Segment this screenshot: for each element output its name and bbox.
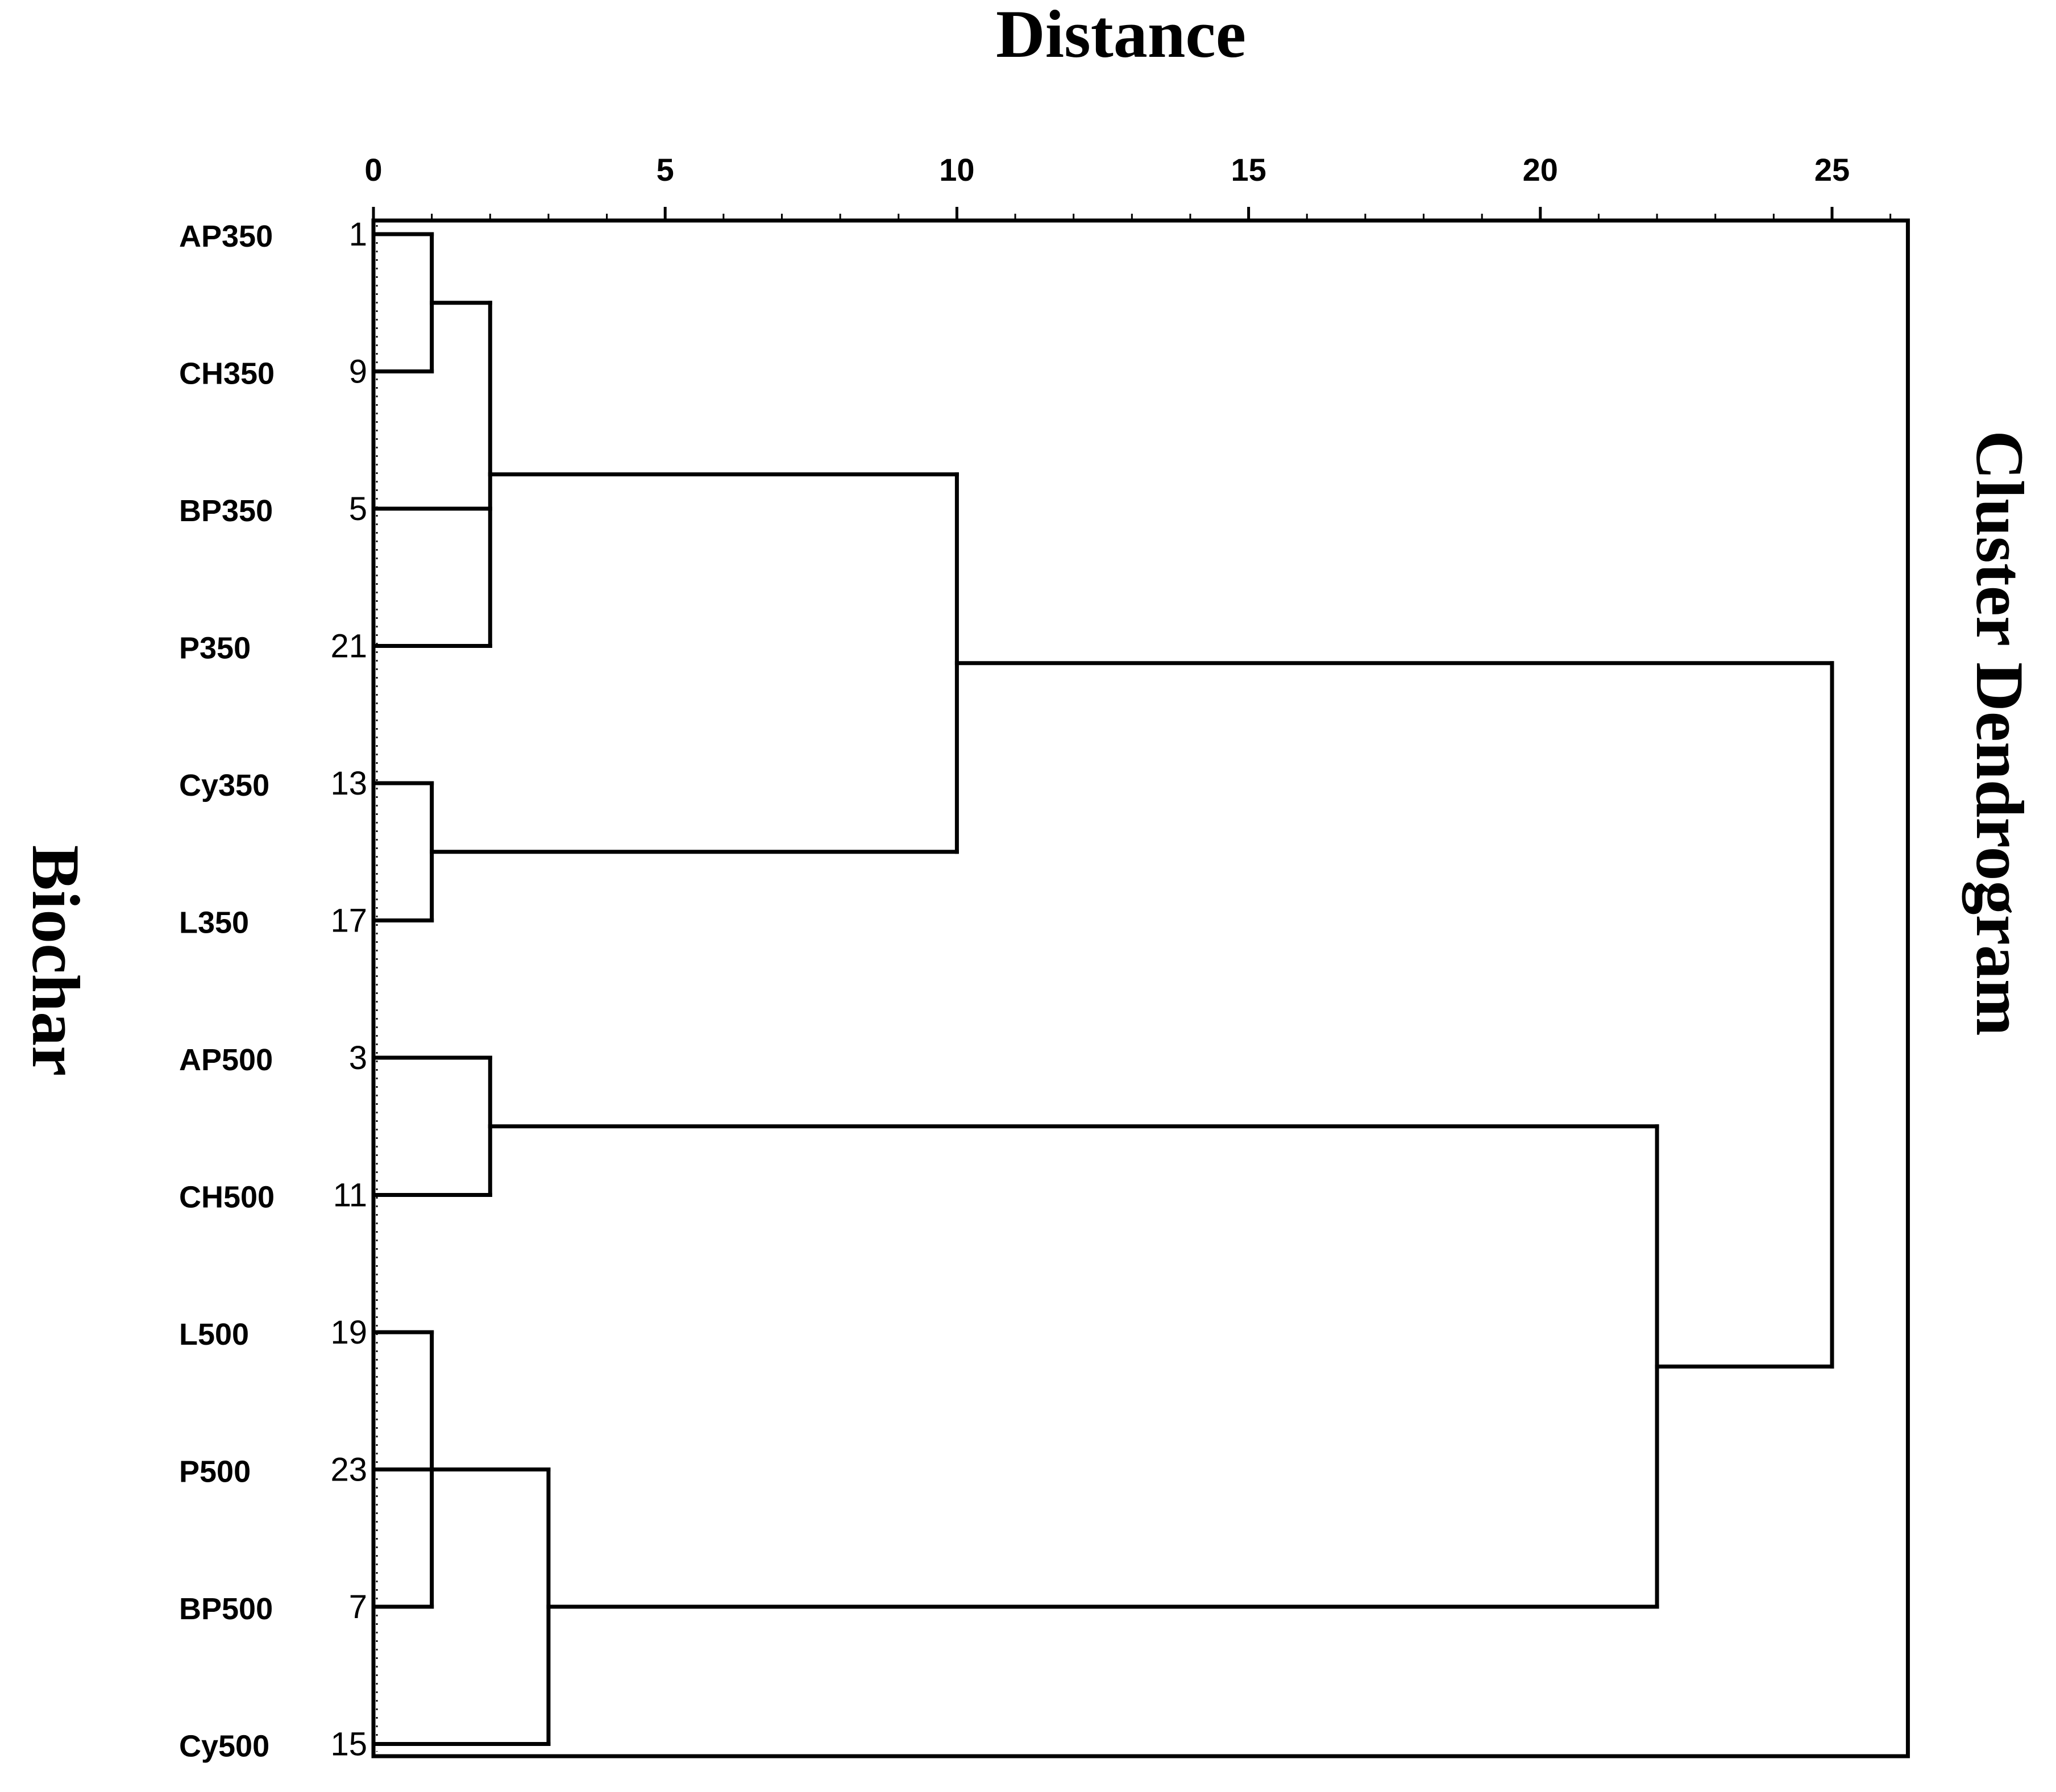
leaf-number: 9	[349, 354, 367, 390]
x-tick-label: 20	[1523, 152, 1558, 188]
x-tick-label: 5	[657, 152, 674, 188]
leaf-label: L500	[179, 1317, 249, 1352]
leaf-label: L350	[179, 906, 249, 940]
leaf-number: 23	[330, 1452, 367, 1489]
leaf-label: Cy350	[179, 768, 269, 803]
leaf-labels: AP350 1 CH350 9 BP350 5 P350 21 Cy350 13 L350 17 AP5…	[179, 216, 367, 1764]
side-title: Cluster Dendrogram	[1962, 430, 2038, 1036]
leaf-number: 1	[349, 216, 367, 253]
plot-frame	[371, 218, 1910, 1758]
leaf-number: 15	[330, 1726, 367, 1763]
leaf-label: P500	[179, 1455, 251, 1489]
x-tick-label: 0	[364, 152, 382, 188]
x-tick-label: 10	[939, 152, 974, 188]
leaf-label: AP350	[179, 219, 273, 253]
x-tick-label: 25	[1814, 152, 1850, 188]
leaf-number: 13	[330, 765, 367, 802]
leaf-number: 19	[330, 1314, 367, 1351]
leaf-label: AP500	[179, 1043, 273, 1077]
leaf-number: 5	[349, 490, 367, 527]
y-axis-label: Biochar	[18, 845, 94, 1076]
leaf-label: P350	[179, 631, 251, 666]
leaf-number: 7	[349, 1589, 367, 1625]
leaf-number: 17	[330, 903, 367, 939]
leaf-label: CH500	[179, 1180, 275, 1215]
distance-axis: 0 5 10 15 20 25	[364, 152, 1910, 1758]
leaf-label: BP500	[179, 1592, 273, 1626]
leaf-label: BP350	[179, 494, 273, 528]
dendrogram-links	[371, 232, 1834, 1746]
chart-title: Distance	[996, 0, 1246, 72]
x-tick-label: 15	[1231, 152, 1266, 188]
leaf-label: Cy500	[179, 1729, 269, 1764]
leaf-number: 21	[330, 628, 367, 665]
leaf-number: 3	[349, 1040, 367, 1076]
leaf-label: CH350	[179, 357, 275, 391]
leaf-number: 11	[333, 1177, 367, 1214]
